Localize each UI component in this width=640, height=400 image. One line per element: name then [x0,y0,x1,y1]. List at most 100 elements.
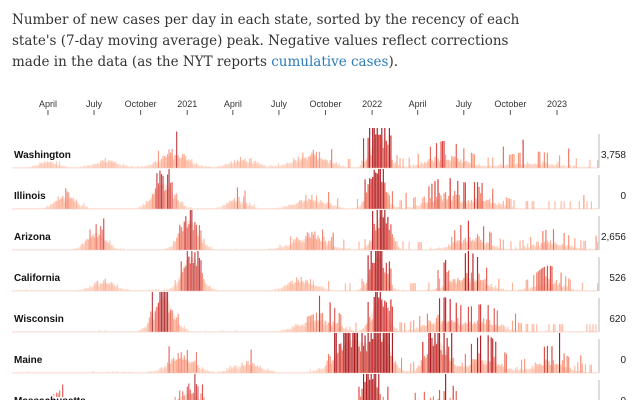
daily-case-bar [493,288,495,291]
daily-case-bar [121,165,123,168]
daily-case-bar [283,246,286,250]
daily-case-bar [306,232,308,250]
daily-case-bar [463,323,465,332]
daily-case-bar [343,328,345,332]
daily-case-bar [209,166,211,168]
daily-case-bar [176,131,178,168]
daily-case-bar [466,323,468,332]
daily-case-bar [318,286,321,291]
daily-case-bar [435,317,438,332]
daily-case-bar [186,386,188,400]
daily-case-bar [115,286,117,291]
daily-case-bar [399,157,401,168]
daily-case-bar [182,153,184,168]
daily-case-bar [402,241,404,250]
daily-case-bar [562,287,564,291]
daily-case-bar [408,157,410,168]
daily-case-bar [223,204,225,209]
daily-case-bar [391,234,393,250]
daily-case-bar [25,289,27,291]
daily-case-bar [566,245,568,250]
daily-case-bar [543,152,545,168]
daily-case-bar [517,289,520,291]
daily-case-bar [66,191,68,209]
daily-case-bar [394,288,397,291]
daily-case-bar [560,245,562,250]
daily-case-bar [148,371,150,373]
daily-case-bar [288,328,290,332]
daily-case-bar [542,365,544,373]
daily-case-bar [83,289,85,291]
daily-case-bar [475,238,477,250]
daily-case-bar [586,201,588,209]
daily-case-bar [186,160,188,168]
daily-case-bar [204,165,207,168]
daily-case-bar [80,166,82,168]
daily-case-bar [98,235,100,250]
daily-case-bar [92,287,94,291]
daily-case-bar [179,358,181,373]
daily-case-bar [562,360,564,373]
daily-case-bar [144,166,146,168]
x-tick-label: October [125,99,157,109]
moving-average-area [12,298,598,332]
daily-case-bar [183,355,185,373]
daily-case-bar [148,201,150,209]
daily-case-bar [195,266,197,291]
daily-case-bar [478,186,480,209]
daily-case-bar [37,164,39,168]
daily-case-bar [56,200,58,209]
daily-case-bar [200,369,202,373]
daily-case-bar [183,395,185,400]
daily-case-bar [590,330,593,332]
daily-case-bar [451,319,453,332]
daily-case-bar [136,166,138,168]
daily-case-bar [280,288,283,291]
daily-case-bar [370,241,372,250]
daily-case-bar [528,288,530,291]
daily-case-bar [483,279,485,291]
daily-case-bar [516,366,518,373]
daily-case-bar [163,190,166,209]
daily-case-bar [382,217,384,250]
daily-case-bar [160,174,163,209]
daily-case-bar [113,248,115,250]
moving-average-area [54,380,443,400]
daily-case-bar [531,324,533,332]
daily-case-bar [208,370,210,373]
daily-case-bar [555,163,558,168]
daily-case-bar [168,346,170,373]
daily-case-bar [376,333,378,373]
daily-case-bar [165,248,167,250]
daily-case-bar [423,161,425,168]
daily-case-bar [291,163,293,168]
daily-case-bar [437,270,439,291]
latest-value-label: 0 [620,355,626,366]
daily-case-bar [282,247,284,250]
daily-case-bar [391,284,393,291]
daily-case-bar [332,360,334,373]
daily-case-bar [388,229,390,250]
daily-case-bar [463,148,465,168]
daily-case-bar [261,164,263,168]
daily-case-bar [416,164,418,168]
daily-case-bar [119,164,122,168]
daily-case-bar [157,370,160,373]
cumulative-cases-link[interactable]: cumulative cases [271,54,389,70]
daily-case-bar [285,205,287,209]
daily-case-bar [394,361,397,373]
daily-case-bar [370,321,372,332]
daily-case-bar [165,292,167,332]
daily-case-bar [75,248,77,250]
daily-case-bar [122,371,125,373]
daily-case-bar [452,156,454,168]
daily-case-bar [487,199,489,209]
daily-case-bar [419,165,421,168]
daily-case-bar [511,320,514,332]
daily-case-bar [101,229,103,250]
daily-case-bar [334,247,336,250]
daily-case-bar [545,330,547,332]
daily-case-bar [545,276,547,291]
daily-case-bar [214,288,216,291]
daily-case-bar [397,289,400,291]
